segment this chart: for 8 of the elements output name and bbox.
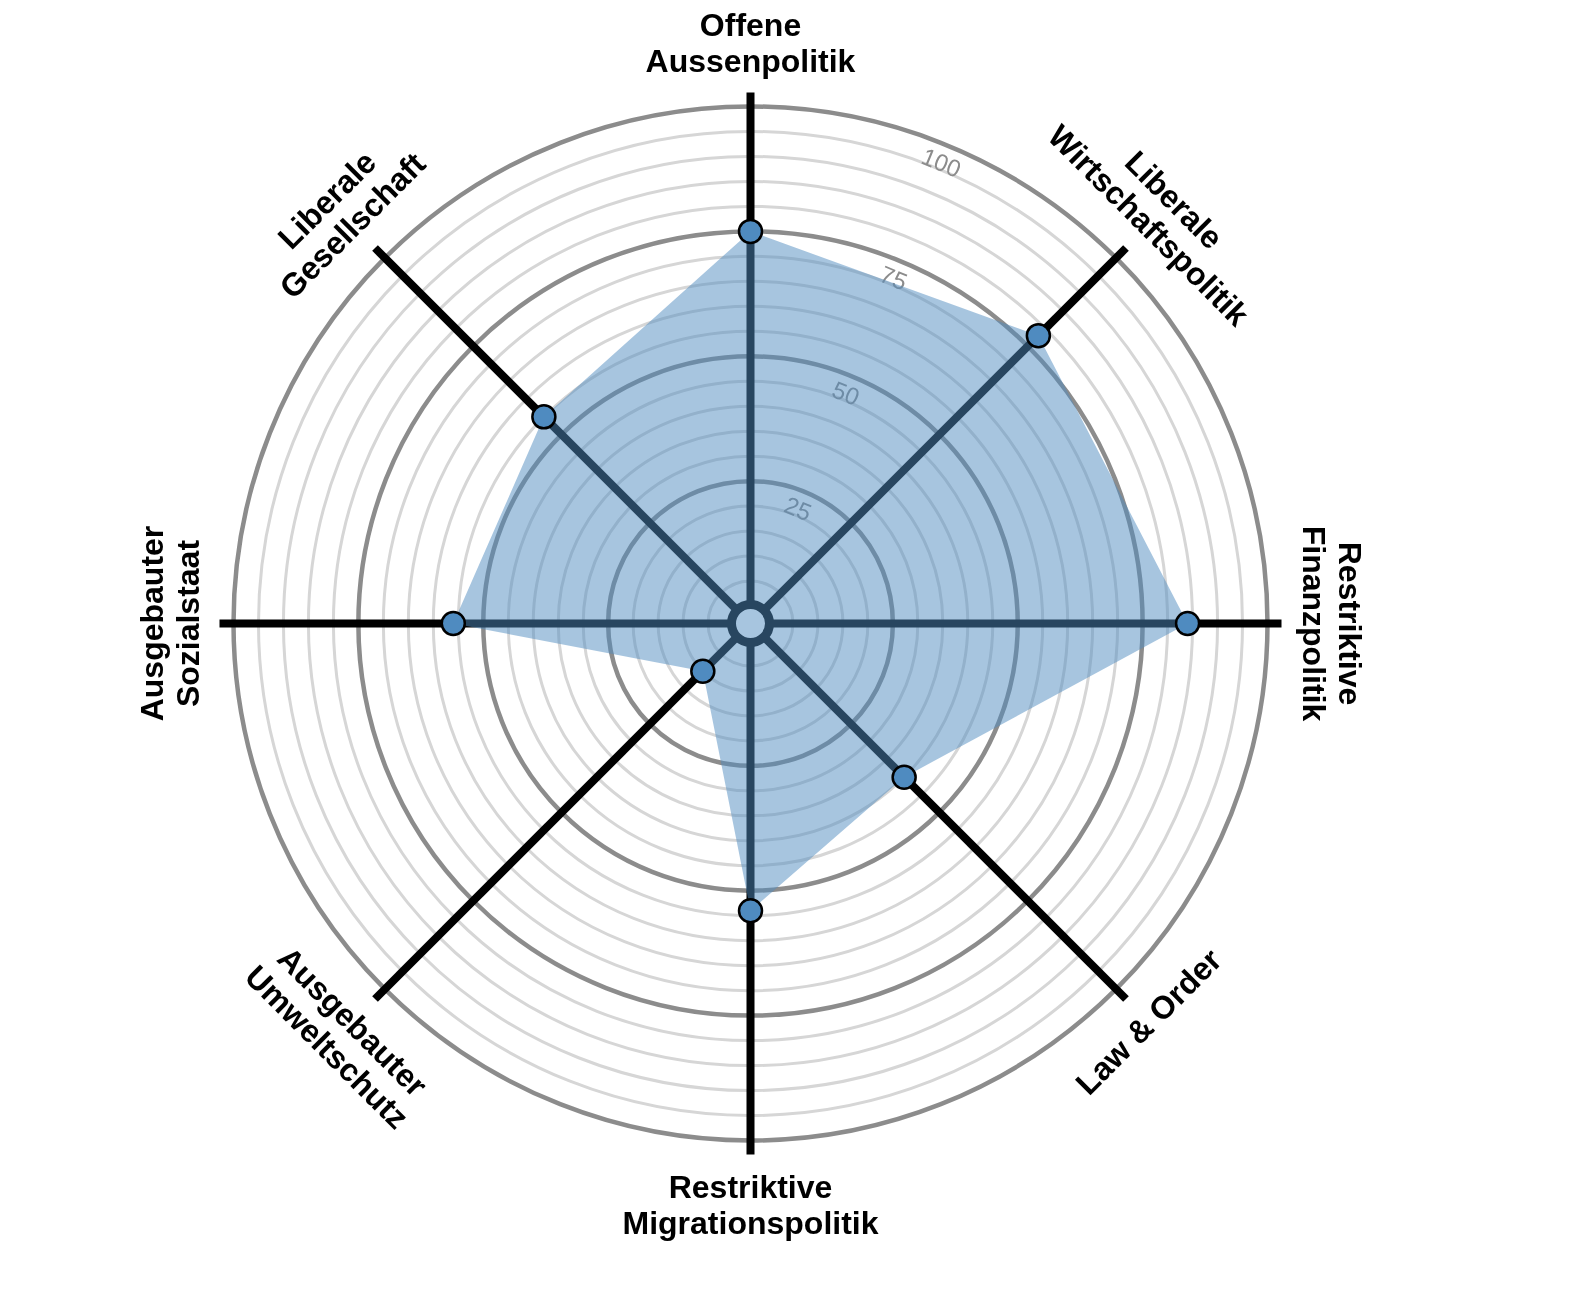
y-tick-label: 50: [828, 375, 864, 411]
spoke-label: Offene Aussenpolitik: [645, 6, 856, 79]
y-tick-label: 100: [917, 142, 966, 183]
y-tick-label: 75: [876, 260, 912, 296]
spoke-label: Restriktive Finanzpolitik: [1295, 525, 1368, 722]
spoke-label: Ausgebauter Sozialstaat: [133, 525, 206, 722]
spoke-label: Restriktive Migrationspolitik: [622, 1168, 879, 1241]
y-tick-label: 25: [780, 491, 816, 527]
